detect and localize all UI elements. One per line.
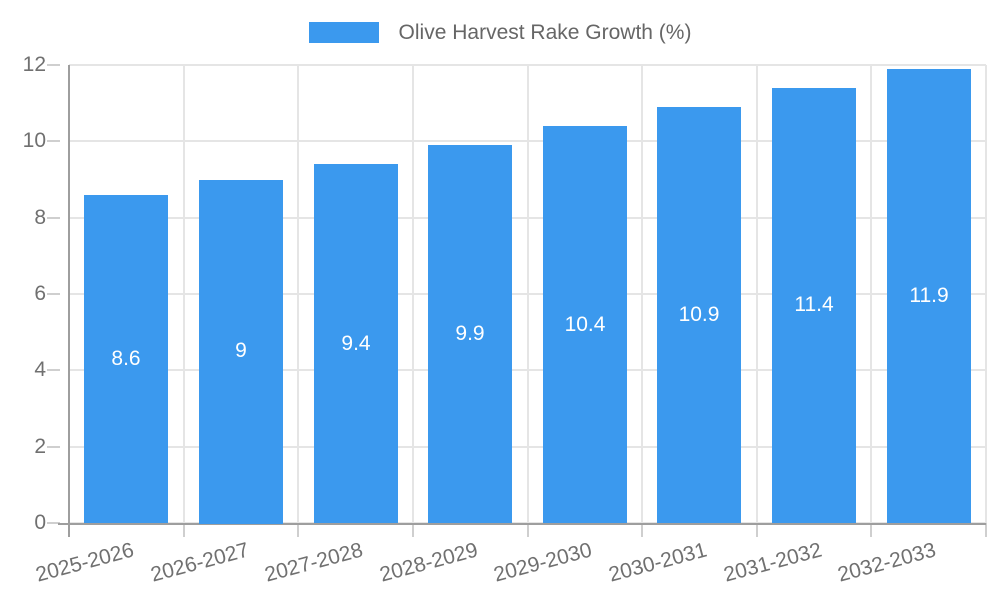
x-axis-tick — [297, 523, 300, 537]
y-axis-tick-label: 2 — [34, 434, 46, 458]
x-axis-tick — [526, 523, 529, 537]
y-axis-tick — [47, 140, 60, 143]
y-axis-tick — [47, 293, 60, 295]
x-axis-tick — [755, 523, 758, 537]
bar[interactable] — [657, 107, 741, 523]
x-gridline — [411, 65, 414, 523]
bar-value-label: 9 — [235, 339, 247, 362]
x-axis-line — [58, 523, 986, 525]
y-axis-tick-label: 8 — [34, 205, 46, 229]
x-axis-tick-label: 2025-2026 — [33, 538, 137, 587]
bar-value-label: 10.9 — [678, 303, 720, 326]
bar[interactable] — [543, 126, 627, 523]
bar[interactable] — [84, 195, 168, 523]
x-axis-tick-label: 2027-2028 — [262, 538, 366, 587]
x-axis-tick-label: 2030-2031 — [606, 538, 710, 587]
x-gridline — [641, 65, 644, 523]
x-axis-tick-label: 2029-2030 — [491, 538, 595, 587]
y-axis-tick — [47, 216, 60, 219]
y-axis-tick — [47, 64, 60, 66]
y-axis-line — [68, 65, 70, 537]
y-axis-tick-label: 10 — [22, 129, 46, 153]
x-gridline — [182, 65, 185, 523]
bar-value-label: 9.4 — [341, 332, 371, 355]
x-gridline — [297, 65, 300, 523]
x-axis-tick — [985, 523, 987, 537]
y-axis-tick — [47, 445, 60, 448]
x-axis-tick — [182, 523, 185, 537]
legend[interactable]: Olive Harvest Rake Growth (%) — [0, 21, 1000, 44]
y-axis-tick-label: 0 — [34, 511, 46, 534]
x-axis-tick-label: 2026-2027 — [147, 538, 251, 587]
bar-value-label: 8.6 — [111, 347, 141, 370]
bar[interactable] — [199, 180, 283, 524]
legend-label: Olive Harvest Rake Growth (%) — [398, 21, 692, 44]
x-gridline — [870, 65, 873, 523]
legend-swatch — [308, 22, 379, 43]
bar[interactable] — [314, 164, 398, 523]
x-axis-tick-label: 2028-2029 — [377, 538, 481, 587]
x-axis-tick-label: 2031-2032 — [720, 538, 824, 587]
x-axis-tick — [411, 523, 414, 537]
bar-value-label: 11.4 — [794, 293, 834, 316]
y-axis-tick — [47, 369, 60, 372]
y-axis-tick-label: 12 — [22, 53, 46, 76]
bar-value-label: 9.9 — [455, 322, 485, 345]
x-gridline — [526, 65, 529, 523]
x-axis-tick — [641, 523, 644, 537]
x-axis-tick-label: 2032-2033 — [835, 538, 939, 587]
bar-value-label: 10.4 — [564, 313, 606, 336]
bar[interactable] — [428, 145, 512, 523]
x-gridline — [985, 65, 987, 523]
bar[interactable] — [772, 88, 856, 523]
x-gridline — [755, 65, 758, 523]
bar-value-label: 11.9 — [909, 284, 949, 307]
bar[interactable] — [887, 69, 971, 523]
y-axis-tick-label: 6 — [34, 282, 46, 305]
y-axis-tick-label: 4 — [34, 358, 46, 382]
y-axis-tick — [47, 522, 60, 524]
x-axis-tick — [870, 523, 873, 537]
